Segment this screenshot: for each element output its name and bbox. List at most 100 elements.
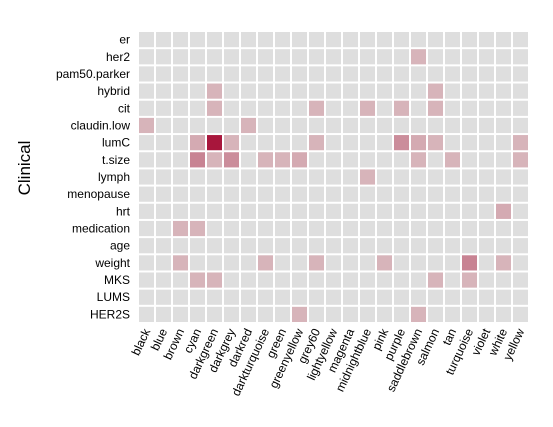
heatmap-cell	[275, 66, 290, 82]
heatmap-cell	[343, 306, 358, 322]
heatmap-cell	[360, 220, 375, 237]
heatmap-cell	[513, 135, 528, 151]
heatmap-cell	[496, 49, 511, 65]
heatmap-cell	[343, 152, 358, 168]
heatmap-cell	[360, 83, 375, 99]
heatmap-cell	[445, 117, 460, 134]
heatmap-cell	[411, 152, 426, 168]
heatmap-cell	[343, 220, 358, 237]
heatmap-cell	[411, 49, 426, 65]
heatmap-cell	[139, 66, 154, 82]
heatmap-cell	[190, 49, 205, 65]
heatmap-cell	[275, 135, 290, 151]
heatmap-cell	[275, 220, 290, 237]
heatmap-cell	[411, 272, 426, 288]
heatmap-cell	[139, 186, 154, 202]
heatmap-cell	[496, 100, 511, 116]
heatmap-cell	[173, 306, 188, 322]
heatmap-cell	[462, 66, 477, 82]
heatmap-cell	[343, 49, 358, 65]
heatmap-cell	[428, 203, 443, 219]
heatmap-cell	[258, 169, 273, 185]
heatmap-cell	[292, 83, 307, 99]
heatmap-cell	[139, 100, 154, 116]
heatmap-cell	[241, 220, 256, 237]
heatmap-cell	[496, 32, 511, 48]
heatmap-cell	[496, 255, 511, 271]
heatmap-cell	[241, 272, 256, 288]
heatmap-cell	[462, 169, 477, 185]
row-label: HER2S	[90, 307, 130, 321]
heatmap-cell	[224, 289, 239, 305]
heatmap-cell	[258, 49, 273, 65]
heatmap-cell	[173, 169, 188, 185]
heatmap-cell	[428, 186, 443, 202]
heatmap-cell	[360, 238, 375, 254]
heatmap-cell	[394, 203, 409, 219]
heatmap-cell	[326, 186, 341, 202]
heatmap-cell	[309, 66, 324, 82]
heatmap-cell	[377, 83, 392, 99]
heatmap-cell	[360, 32, 375, 48]
heatmap-cell	[479, 238, 494, 254]
heatmap-cell	[275, 152, 290, 168]
heatmap-cell	[496, 83, 511, 99]
heatmap-cell	[411, 32, 426, 48]
heatmap-cell	[292, 220, 307, 237]
heatmap-cell	[275, 255, 290, 271]
heatmap-cell	[207, 220, 222, 237]
heatmap-cell	[394, 238, 409, 254]
heatmap-cell	[309, 306, 324, 322]
heatmap-cell	[275, 32, 290, 48]
heatmap-cell	[156, 289, 171, 305]
heatmap-cell	[173, 117, 188, 134]
heatmap-cell	[241, 83, 256, 99]
heatmap-cell	[428, 83, 443, 99]
heatmap-cell	[360, 169, 375, 185]
heatmap-cell	[462, 220, 477, 237]
heatmap-cell	[513, 152, 528, 168]
heatmap-cell	[139, 306, 154, 322]
heatmap-cell	[394, 186, 409, 202]
heatmap-cell	[156, 255, 171, 271]
heatmap-cell	[462, 203, 477, 219]
heatmap-cell	[156, 169, 171, 185]
heatmap-cell	[258, 135, 273, 151]
heatmap-cell	[275, 306, 290, 322]
heatmap-cell	[224, 83, 239, 99]
heatmap-cell	[445, 272, 460, 288]
heatmap-cell	[190, 169, 205, 185]
heatmap-cell	[343, 117, 358, 134]
heatmap-cell	[513, 117, 528, 134]
heatmap-cell	[411, 220, 426, 237]
heatmap-cell	[173, 135, 188, 151]
row-label: pam50.parker	[56, 67, 130, 81]
heatmap-cell	[377, 186, 392, 202]
heatmap-cell	[394, 49, 409, 65]
heatmap-cell	[139, 83, 154, 99]
heatmap-cell	[428, 169, 443, 185]
heatmap-cell	[377, 135, 392, 151]
heatmap-cell	[479, 117, 494, 134]
heatmap-cell	[394, 83, 409, 99]
heatmap-cell	[173, 152, 188, 168]
heatmap-cell	[377, 272, 392, 288]
heatmap-cell	[258, 220, 273, 237]
heatmap-cell	[258, 255, 273, 271]
heatmap-cell	[394, 220, 409, 237]
heatmap-cell	[156, 152, 171, 168]
heatmap-cell	[411, 135, 426, 151]
heatmap-cell	[224, 272, 239, 288]
heatmap-cell	[445, 169, 460, 185]
heatmap-cell	[428, 238, 443, 254]
heatmap-cell	[173, 220, 188, 237]
heatmap-cell	[139, 152, 154, 168]
heatmap-cell	[411, 238, 426, 254]
heatmap-cell	[156, 49, 171, 65]
heatmap-cell	[326, 238, 341, 254]
heatmap-cell	[462, 306, 477, 322]
heatmap-cell	[513, 32, 528, 48]
heatmap-cell	[411, 66, 426, 82]
heatmap-cell	[428, 272, 443, 288]
